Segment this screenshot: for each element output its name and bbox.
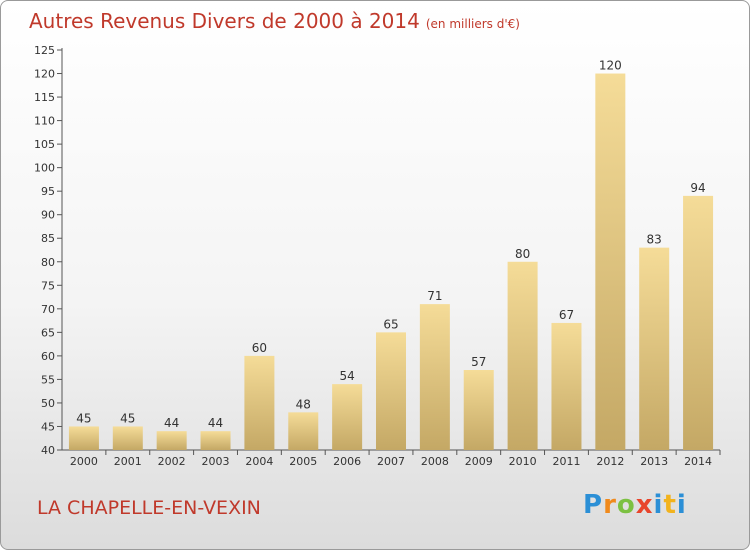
bar-value-label: 83 (647, 233, 662, 247)
x-tick-label: 2008 (421, 455, 449, 468)
bar-value-label: 71 (427, 289, 442, 303)
y-tick-label: 105 (34, 138, 55, 151)
x-tick-label: 2000 (70, 455, 98, 468)
bar-value-label: 67 (559, 308, 574, 322)
y-tick-label: 60 (41, 350, 55, 363)
y-tick-label: 115 (34, 91, 55, 104)
y-tick-label: 85 (41, 232, 55, 245)
x-tick-label: 2007 (377, 455, 405, 468)
y-tick-label: 50 (41, 397, 55, 410)
x-tick-label: 2003 (202, 455, 230, 468)
x-tick-label: 2013 (640, 455, 668, 468)
bar (68, 426, 99, 450)
bar-value-label: 65 (383, 317, 398, 331)
y-tick-label: 75 (41, 279, 55, 292)
bar (639, 247, 670, 450)
bar (595, 73, 626, 450)
bar (332, 384, 363, 450)
x-tick-label: 2014 (684, 455, 712, 468)
y-tick-label: 65 (41, 326, 55, 339)
x-tick-label: 2012 (596, 455, 624, 468)
y-tick-label: 120 (34, 68, 55, 81)
bar (156, 431, 187, 450)
bar-value-label: 44 (164, 416, 179, 430)
y-tick-label: 55 (41, 373, 55, 386)
bar-value-label: 54 (339, 369, 354, 383)
chart-title-text: Autres Revenus Divers de 2000 à 2014 (29, 9, 420, 33)
bar-value-label: 94 (690, 181, 705, 195)
y-tick-label: 90 (41, 209, 55, 222)
bar (419, 304, 450, 450)
bar (112, 426, 143, 450)
bar (683, 195, 714, 450)
x-tick-label: 2004 (245, 455, 273, 468)
y-tick-label: 100 (34, 162, 55, 175)
bar (376, 332, 406, 450)
bar (551, 322, 582, 450)
chart-unit-note: (en milliers d'€) (425, 17, 520, 31)
bar (507, 261, 538, 450)
bar-value-label: 57 (471, 355, 486, 369)
chart-title: Autres Revenus Divers de 2000 à 2014 (en … (29, 9, 520, 33)
y-tick-label: 45 (41, 420, 55, 433)
bar-value-label: 80 (515, 247, 530, 261)
bar (463, 370, 494, 450)
bar (200, 431, 231, 450)
x-tick-label: 2005 (289, 455, 317, 468)
y-tick-label: 70 (41, 303, 55, 316)
y-tick-label: 110 (34, 115, 55, 128)
bar (288, 412, 319, 450)
x-tick-label: 2010 (509, 455, 537, 468)
x-tick-label: 2009 (465, 455, 493, 468)
x-tick-label: 2006 (333, 455, 361, 468)
bar-value-label: 120 (599, 59, 622, 73)
commune-name: LA CHAPELLE-EN-VEXIN (37, 497, 261, 519)
bar-value-label: 60 (252, 341, 267, 355)
y-tick-label: 40 (41, 444, 55, 457)
proxiti-logo: Proxiti (583, 490, 687, 520)
bar-value-label: 45 (76, 411, 91, 425)
chart-axes: 40 45 50 55 60 65 70 75 80 85 90 95 100 105 110 115 120 1… (34, 44, 721, 468)
bar-value-label: 45 (120, 411, 135, 425)
y-tick-label: 95 (41, 185, 55, 198)
x-tick-label: 2001 (114, 455, 142, 468)
y-tick-label: 125 (34, 44, 55, 57)
bar-value-label: 44 (208, 416, 223, 430)
x-tick-label: 2011 (552, 455, 580, 468)
y-tick-label: 80 (41, 256, 55, 269)
chart-bars: 45 45 44 44 60 48 54 65 71 57 80 67 120 83 94 (68, 59, 714, 450)
bar (244, 355, 275, 450)
bar-value-label: 48 (296, 397, 311, 411)
x-tick-label: 2002 (158, 455, 186, 468)
